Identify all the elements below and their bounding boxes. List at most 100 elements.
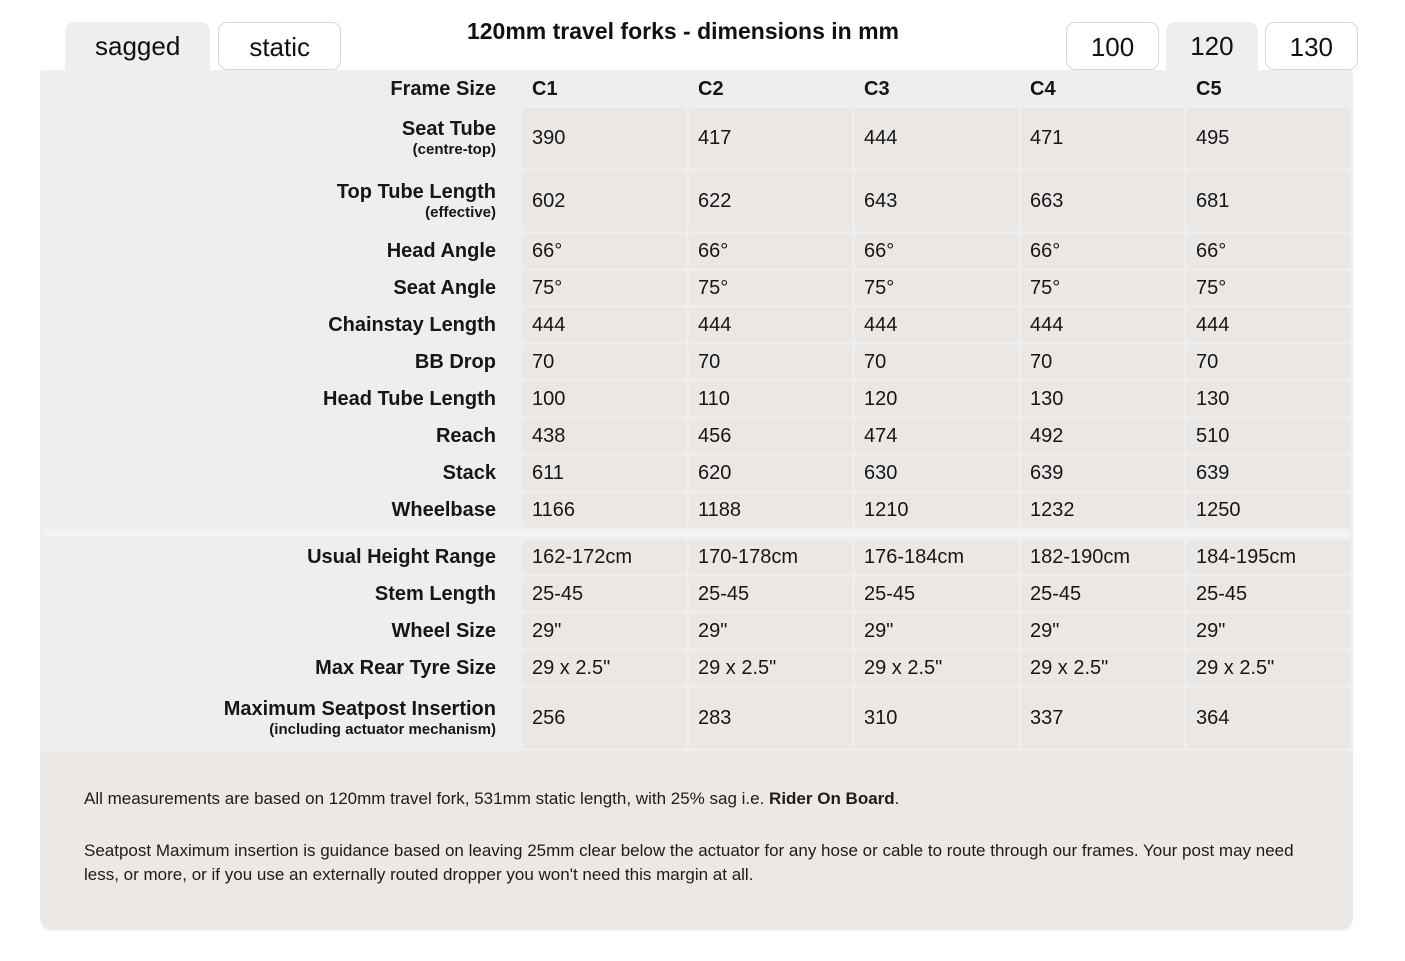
- cell: 75°: [1187, 271, 1350, 305]
- row-label-text: Reach: [435, 425, 496, 447]
- cell: 110: [689, 382, 852, 416]
- tab-static[interactable]: static: [218, 22, 341, 70]
- table-row: Top Tube Length (effective) 602 622 643 663 68…: [43, 171, 1350, 231]
- row-label-text: Head Tube Length: [323, 388, 496, 410]
- tab-100[interactable]: 100: [1065, 22, 1160, 70]
- cell: 456: [689, 419, 852, 453]
- separator-band: [43, 530, 1350, 537]
- footnote-seatpost: Seatpost Maximum insertion is guidance b…: [84, 841, 1294, 884]
- cell: 130: [1021, 382, 1184, 416]
- cell: 25-45: [689, 577, 852, 611]
- cell: 66°: [1021, 234, 1184, 268]
- row-label-text: Stack: [442, 462, 496, 484]
- cell: 70: [689, 345, 852, 379]
- table-body: Seat Tube (centre-top) 390 417 444 471 495 Top …: [43, 108, 1350, 748]
- tab-120[interactable]: 120: [1166, 22, 1258, 70]
- tabs-left: sagged static: [65, 22, 341, 70]
- page-title: 120mm travel forks - dimensions in mm: [466, 18, 900, 44]
- cell: 630: [855, 456, 1018, 490]
- row-sublabel-text: (including actuator mechanism): [269, 720, 496, 738]
- cell: 29": [1021, 614, 1184, 648]
- cell: 444: [1187, 308, 1350, 342]
- cell: 611: [523, 456, 686, 490]
- table-row: Stack 611 620 630 639 639: [43, 456, 1350, 490]
- corner-header: Frame Size: [390, 77, 496, 100]
- cell: 444: [855, 108, 1018, 168]
- row-label-text: Max Rear Tyre Size: [315, 657, 496, 679]
- cell: 390: [523, 108, 686, 168]
- cell: 29": [1187, 614, 1350, 648]
- cell: 130: [1187, 382, 1350, 416]
- cell: 66°: [689, 234, 852, 268]
- row-label: Stack: [43, 456, 520, 490]
- cell: 471: [1021, 108, 1184, 168]
- row-label-text: Wheelbase: [391, 499, 496, 521]
- cell: 492: [1021, 419, 1184, 453]
- table-row: Seat Angle 75° 75° 75° 75° 75°: [43, 271, 1350, 305]
- cell: 622: [689, 171, 852, 231]
- cell: 70: [523, 345, 686, 379]
- row-label-text: Seat Angle: [393, 277, 496, 299]
- table-row: Usual Height Range 162-172cm 170-178cm 176-…: [43, 540, 1350, 574]
- cell: 184-195cm: [1187, 540, 1350, 574]
- header-row-tr: Frame Size C1 C2 C3 C4 C5: [43, 73, 1350, 105]
- cell: 1250: [1187, 493, 1350, 527]
- cell: 417: [689, 108, 852, 168]
- cell: 256: [523, 688, 686, 748]
- row-label: Reach: [43, 419, 520, 453]
- row-label: Wheel Size: [43, 614, 520, 648]
- tabs-right: 100 120 130: [1065, 22, 1358, 70]
- cell: 70: [1021, 345, 1184, 379]
- tab-bar: sagged static 120mm travel forks - dimens…: [0, 0, 1405, 70]
- row-label-text: Usual Height Range: [307, 546, 496, 568]
- row-label-text: Top Tube Length: [336, 180, 496, 203]
- cell: 444: [1021, 308, 1184, 342]
- cell: 162-172cm: [523, 540, 686, 574]
- section-separator: [43, 530, 1350, 537]
- cell: 639: [1021, 456, 1184, 490]
- cell: 66°: [855, 234, 1018, 268]
- cell: 75°: [523, 271, 686, 305]
- row-label-text: Seat Tube: [401, 117, 496, 140]
- row-label: Top Tube Length (effective): [43, 171, 520, 231]
- table-row: Chainstay Length 444 444 444 444 444: [43, 308, 1350, 342]
- cell: 70: [1187, 345, 1350, 379]
- cell: 66°: [523, 234, 686, 268]
- cell: 66°: [1187, 234, 1350, 268]
- cell: 474: [855, 419, 1018, 453]
- tab-130[interactable]: 130: [1264, 22, 1358, 70]
- cell: 444: [855, 308, 1018, 342]
- row-label-text: BB Drop: [414, 351, 496, 373]
- dimensions-table: Frame Size C1 C2 C3 C4 C5 Seat Tube (centre-t…: [40, 70, 1353, 751]
- table-row: Wheelbase 1166 1188 1210 1232 1250: [43, 493, 1350, 527]
- cell: 283: [689, 688, 852, 748]
- cell: 337: [1021, 688, 1184, 748]
- footnotes: All measurements are based on 120mm trav…: [40, 751, 1353, 927]
- table-row: Head Angle 66° 66° 66° 66° 66°: [43, 234, 1350, 268]
- row-label: Head Tube Length: [43, 382, 520, 416]
- cell: 29": [855, 614, 1018, 648]
- cell: 643: [855, 171, 1018, 231]
- table-row: Seat Tube (centre-top) 390 417 444 471 495: [43, 108, 1350, 168]
- row-label: Stem Length: [43, 577, 520, 611]
- cell: 639: [1187, 456, 1350, 490]
- cell: 1232: [1021, 493, 1184, 527]
- cell: 182-190cm: [1021, 540, 1184, 574]
- cell: 663: [1021, 171, 1184, 231]
- row-label-text: Maximum Seatpost Insertion: [223, 697, 496, 720]
- cell: 510: [1187, 419, 1350, 453]
- cell: 1166: [523, 493, 686, 527]
- row-label: Wheelbase: [43, 493, 520, 527]
- row-label: Chainstay Length: [43, 308, 520, 342]
- column-header: C1: [532, 77, 558, 100]
- cell: 25-45: [855, 577, 1018, 611]
- tab-sagged[interactable]: sagged: [65, 22, 211, 70]
- cell: 29 x 2.5": [855, 651, 1018, 685]
- table-row: Head Tube Length 100 110 120 130 130: [43, 382, 1350, 416]
- row-label-text: Head Angle: [386, 240, 496, 262]
- cell: 444: [689, 308, 852, 342]
- cell: 29 x 2.5": [1021, 651, 1184, 685]
- cell: 120: [855, 382, 1018, 416]
- cell: 176-184cm: [855, 540, 1018, 574]
- row-label: BB Drop: [43, 345, 520, 379]
